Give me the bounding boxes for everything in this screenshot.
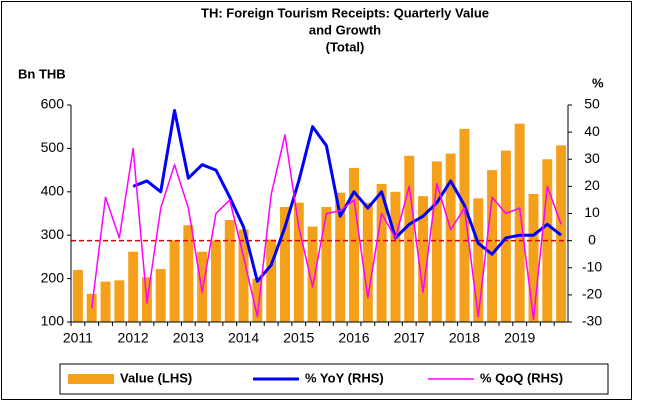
y2-tick-label: -30 (582, 313, 602, 329)
x-tick-label: 2013 (173, 330, 204, 346)
x-tick-label: 2015 (283, 330, 314, 346)
bar (280, 206, 290, 322)
y2-tick-label: 0 (588, 231, 596, 247)
bar (376, 183, 387, 322)
y2-axis-label: % (592, 75, 604, 90)
bar (72, 269, 83, 322)
bar (307, 226, 318, 322)
bar (390, 191, 401, 322)
bar (321, 206, 332, 322)
bar (473, 198, 484, 322)
legend-label: % YoY (RHS) (305, 370, 384, 385)
bar (293, 202, 304, 322)
bar (459, 128, 470, 322)
x-tick-label: 2016 (338, 330, 369, 346)
bar (431, 161, 442, 322)
chart-title: TH: Foreign Tourism Receipts: Quarterly … (201, 5, 489, 20)
bar (183, 225, 194, 322)
y-tick-label: 100 (41, 313, 65, 329)
y-tick-label: 500 (41, 139, 65, 155)
bar (445, 153, 456, 322)
x-tick-label: 2012 (118, 330, 149, 346)
bar (197, 251, 208, 322)
y2-tick-label: 50 (584, 96, 600, 112)
legend-swatch (68, 374, 114, 384)
bar (224, 220, 235, 322)
x-tick-label: 2018 (449, 330, 480, 346)
x-tick-label: 2014 (228, 330, 259, 346)
legend-box (59, 363, 609, 395)
y-tick-label: 200 (41, 269, 65, 285)
y-tick-label: 300 (41, 226, 65, 242)
bar (528, 193, 539, 322)
bar (404, 155, 415, 322)
legend-label: Value (LHS) (120, 370, 192, 385)
bar (114, 280, 125, 322)
y2-tick-label: 40 (584, 123, 600, 139)
line-series (132, 108, 563, 283)
legend-label: % QoQ (RHS) (480, 370, 563, 385)
chart-title: and Growth (309, 22, 381, 37)
bar (362, 202, 373, 322)
bar (514, 123, 525, 322)
line-series (90, 134, 562, 321)
chart-title: (Total) (326, 39, 365, 54)
bar (418, 196, 429, 322)
x-tick-label: 2019 (504, 330, 535, 346)
y2-tick-label: -10 (582, 258, 602, 274)
y-tick-label: 600 (41, 96, 65, 112)
bar (335, 192, 346, 322)
bar (487, 170, 498, 322)
y-tick-label: 400 (41, 183, 65, 199)
bar (155, 269, 166, 322)
bar (266, 239, 277, 322)
bar (238, 229, 249, 322)
bar (169, 240, 180, 322)
bar (349, 167, 359, 322)
x-tick-label: 2017 (394, 330, 425, 346)
bar (128, 251, 139, 322)
bar (100, 281, 111, 322)
y2-tick-label: -20 (582, 286, 602, 302)
y2-tick-label: 30 (584, 150, 600, 166)
bar (500, 150, 511, 322)
x-tick-label: 2011 (63, 330, 93, 346)
bar (210, 240, 221, 322)
y2-tick-label: 10 (584, 204, 600, 220)
y2-tick-label: 20 (584, 177, 600, 193)
bar (252, 278, 263, 322)
y-axis-label: Bn THB (18, 66, 66, 81)
